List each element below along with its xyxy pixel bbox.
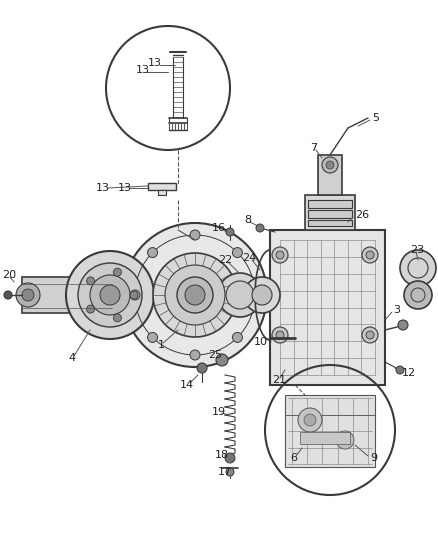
Circle shape [216, 354, 228, 366]
Text: 26: 26 [355, 210, 369, 220]
Circle shape [177, 277, 213, 313]
Circle shape [190, 230, 200, 240]
Bar [300, 432, 350, 444]
Circle shape [225, 453, 235, 463]
Circle shape [250, 290, 260, 300]
Circle shape [190, 350, 200, 360]
Text: 10: 10 [254, 337, 268, 347]
Text: 4: 4 [68, 353, 75, 363]
Circle shape [272, 327, 288, 343]
Circle shape [100, 285, 120, 305]
Circle shape [233, 247, 242, 257]
Circle shape [252, 285, 272, 305]
Circle shape [4, 291, 12, 299]
Bar [148, 183, 176, 190]
Text: 21: 21 [272, 375, 286, 385]
Circle shape [148, 247, 158, 257]
Bar [285, 395, 375, 467]
Text: 14: 14 [180, 380, 194, 390]
Circle shape [218, 273, 262, 317]
Circle shape [276, 251, 284, 259]
Text: 17: 17 [218, 467, 232, 477]
Circle shape [404, 281, 432, 309]
Text: 8: 8 [244, 215, 251, 225]
Text: 13: 13 [136, 65, 150, 75]
Circle shape [226, 281, 254, 309]
Circle shape [398, 320, 408, 330]
Text: 6: 6 [290, 453, 297, 463]
Text: 22: 22 [218, 255, 232, 265]
Circle shape [78, 263, 142, 327]
Text: 12: 12 [402, 368, 416, 378]
Text: 25: 25 [208, 350, 222, 360]
Text: 5: 5 [372, 113, 379, 123]
Text: 18: 18 [215, 450, 229, 460]
Circle shape [276, 331, 284, 339]
Bar [305, 195, 355, 230]
Text: 3: 3 [393, 305, 400, 315]
Text: 23: 23 [410, 245, 424, 255]
Bar [308, 210, 352, 218]
Circle shape [153, 253, 237, 337]
Circle shape [16, 283, 40, 307]
Circle shape [87, 277, 95, 285]
Circle shape [272, 247, 288, 263]
Circle shape [148, 333, 158, 342]
Circle shape [366, 331, 374, 339]
Text: 13: 13 [118, 183, 132, 193]
Circle shape [130, 291, 138, 299]
Bar [308, 200, 352, 208]
Circle shape [362, 327, 378, 343]
Circle shape [185, 285, 205, 305]
Bar [270, 230, 385, 385]
Circle shape [22, 289, 34, 301]
Circle shape [400, 250, 436, 286]
Text: 20: 20 [2, 270, 16, 280]
Circle shape [233, 333, 242, 342]
Circle shape [165, 265, 225, 325]
Text: 16: 16 [212, 223, 226, 233]
Circle shape [130, 290, 140, 300]
Circle shape [336, 431, 354, 449]
Circle shape [66, 251, 154, 339]
Circle shape [197, 363, 207, 373]
Text: 7: 7 [310, 143, 317, 153]
Circle shape [123, 223, 267, 367]
Circle shape [396, 366, 404, 374]
Circle shape [226, 228, 234, 236]
Circle shape [298, 408, 322, 432]
Circle shape [326, 161, 334, 169]
Bar [158, 190, 166, 195]
Circle shape [362, 247, 378, 263]
Text: 24: 24 [242, 253, 256, 263]
Circle shape [322, 157, 338, 173]
Text: 1: 1 [158, 340, 165, 350]
Circle shape [87, 305, 95, 313]
Circle shape [226, 468, 234, 476]
Bar [308, 220, 352, 226]
Circle shape [90, 275, 130, 315]
Text: 9: 9 [370, 453, 377, 463]
Circle shape [113, 314, 121, 322]
Circle shape [366, 251, 374, 259]
Circle shape [113, 268, 121, 276]
Text: 13: 13 [96, 183, 110, 193]
Bar [22, 277, 112, 313]
Text: 19: 19 [212, 407, 226, 417]
Bar [318, 155, 342, 195]
Circle shape [256, 224, 264, 232]
Text: 13: 13 [148, 58, 162, 68]
Circle shape [304, 414, 316, 426]
Circle shape [244, 277, 280, 313]
